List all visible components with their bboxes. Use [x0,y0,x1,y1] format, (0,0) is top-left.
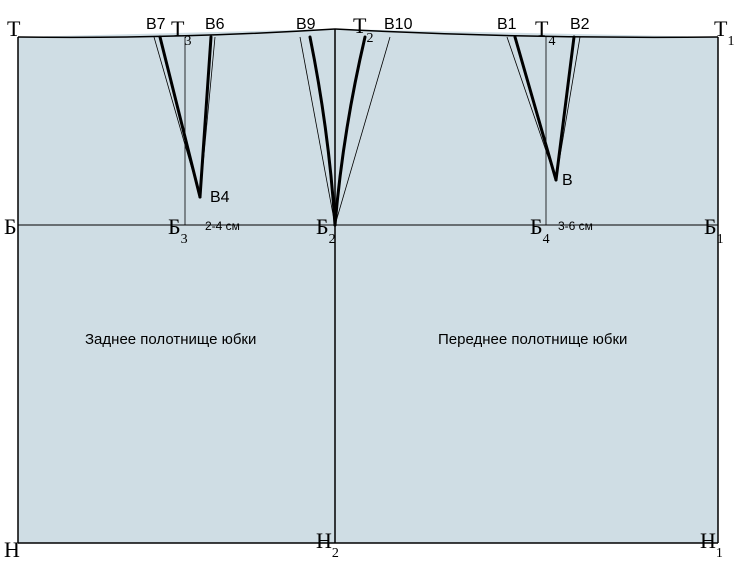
label-Bhip4: Б4 [530,214,550,244]
label-V-b2: В2 [570,16,590,34]
label-T4: Т4 [535,16,555,46]
label-T: Т [7,16,20,42]
label-V-b4: В4 [210,189,230,207]
label-V-b10: В10 [384,16,412,34]
label-T3: Т3 [171,16,191,46]
label-V-b9: В9 [296,16,316,34]
label-V-b7: В7 [146,16,166,34]
caption-back-panel: Заднее полотнище юбки [85,331,256,348]
label-V-b6: В6 [205,16,225,34]
pattern-diagram [0,0,736,562]
note-2-4cm: 2-4 см [205,219,240,233]
label-Bhip2: Б2 [316,214,336,244]
label-T1: Т1 [714,16,734,46]
label-Bhip: Б [4,214,17,240]
label-H1: Н1 [700,528,723,558]
label-Bhip3: Б3 [168,214,188,244]
label-H: Н [4,537,20,563]
label-Bhip1: Б1 [704,214,724,244]
label-H2: Н2 [316,528,339,558]
caption-front-panel: Переднее полотнище юбки [438,331,627,348]
label-V-b: В [562,172,573,190]
label-V-b1: В1 [497,16,517,34]
note-3-6cm: 3-6 см [558,219,593,233]
label-T2: Т2 [353,13,373,43]
